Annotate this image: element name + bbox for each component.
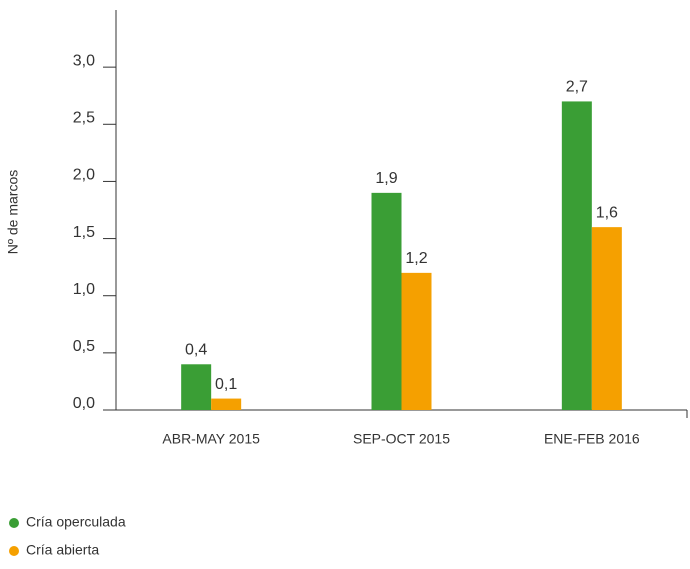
y-tick-label: 2,0 <box>73 167 95 184</box>
y-tick-label: 1,5 <box>73 224 95 241</box>
value-label: 1,2 <box>405 250 427 267</box>
legend-label: Cría abierta <box>26 542 99 558</box>
value-label: 1,6 <box>596 204 618 221</box>
y-tick-label: 0,5 <box>73 338 95 355</box>
bar <box>591 227 622 410</box>
y-tick-label: 0,0 <box>73 395 95 412</box>
value-label: 0,1 <box>215 376 237 393</box>
value-label: 2,7 <box>566 79 588 96</box>
bar <box>181 364 212 410</box>
x-tick-label: ABR-MAY 2015 <box>162 431 260 447</box>
value-label: 0,4 <box>185 342 207 359</box>
x-tick-label: ENE-FEB 2016 <box>544 431 640 447</box>
y-axis-label: Nº de marcos <box>5 170 21 254</box>
bar <box>561 101 592 410</box>
y-tick-label: 3,0 <box>73 52 95 69</box>
value-label: 1,9 <box>375 170 397 187</box>
legend-label: Cría operculada <box>26 514 126 530</box>
y-tick-label: 2,5 <box>73 110 95 127</box>
bar <box>401 272 432 410</box>
x-tick-label: SEP-OCT 2015 <box>353 431 450 447</box>
y-tick-label: 1,0 <box>73 281 95 298</box>
bar <box>371 192 402 410</box>
legend-marker <box>9 546 19 556</box>
bar <box>211 398 242 410</box>
legend-marker <box>9 518 19 528</box>
